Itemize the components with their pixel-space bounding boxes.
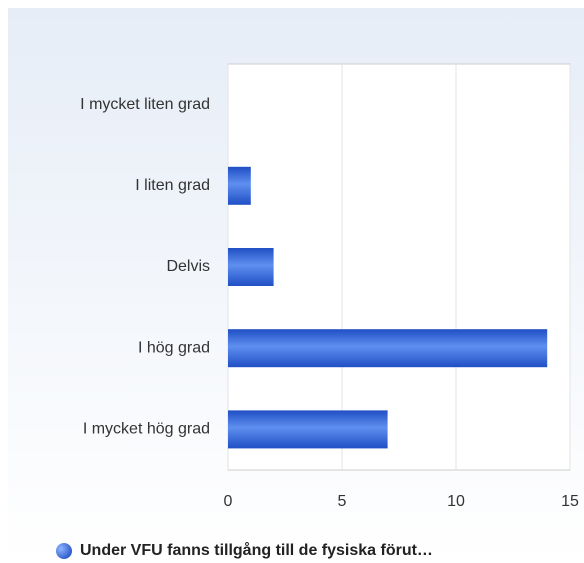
bar: [228, 166, 251, 205]
y-tick-label: I mycket liten grad: [80, 96, 210, 113]
legend-marker: [56, 543, 72, 559]
x-tick-label: 0: [224, 493, 233, 510]
y-tick-label: I hög grad: [138, 339, 210, 356]
x-tick-label: 15: [561, 493, 579, 510]
bar: [228, 410, 388, 449]
y-tick-label: I liten grad: [135, 177, 210, 194]
bar: [228, 248, 274, 286]
x-tick-label: 10: [447, 493, 465, 510]
plot-area: [227, 63, 571, 471]
y-tick-label: Delvis: [166, 258, 210, 275]
x-tick-label: 5: [338, 493, 347, 510]
y-tick-label: I mycket hög grad: [83, 421, 210, 438]
legend-label: Under VFU fanns tillgång till de fysiska…: [80, 541, 433, 559]
bar: [228, 329, 548, 368]
